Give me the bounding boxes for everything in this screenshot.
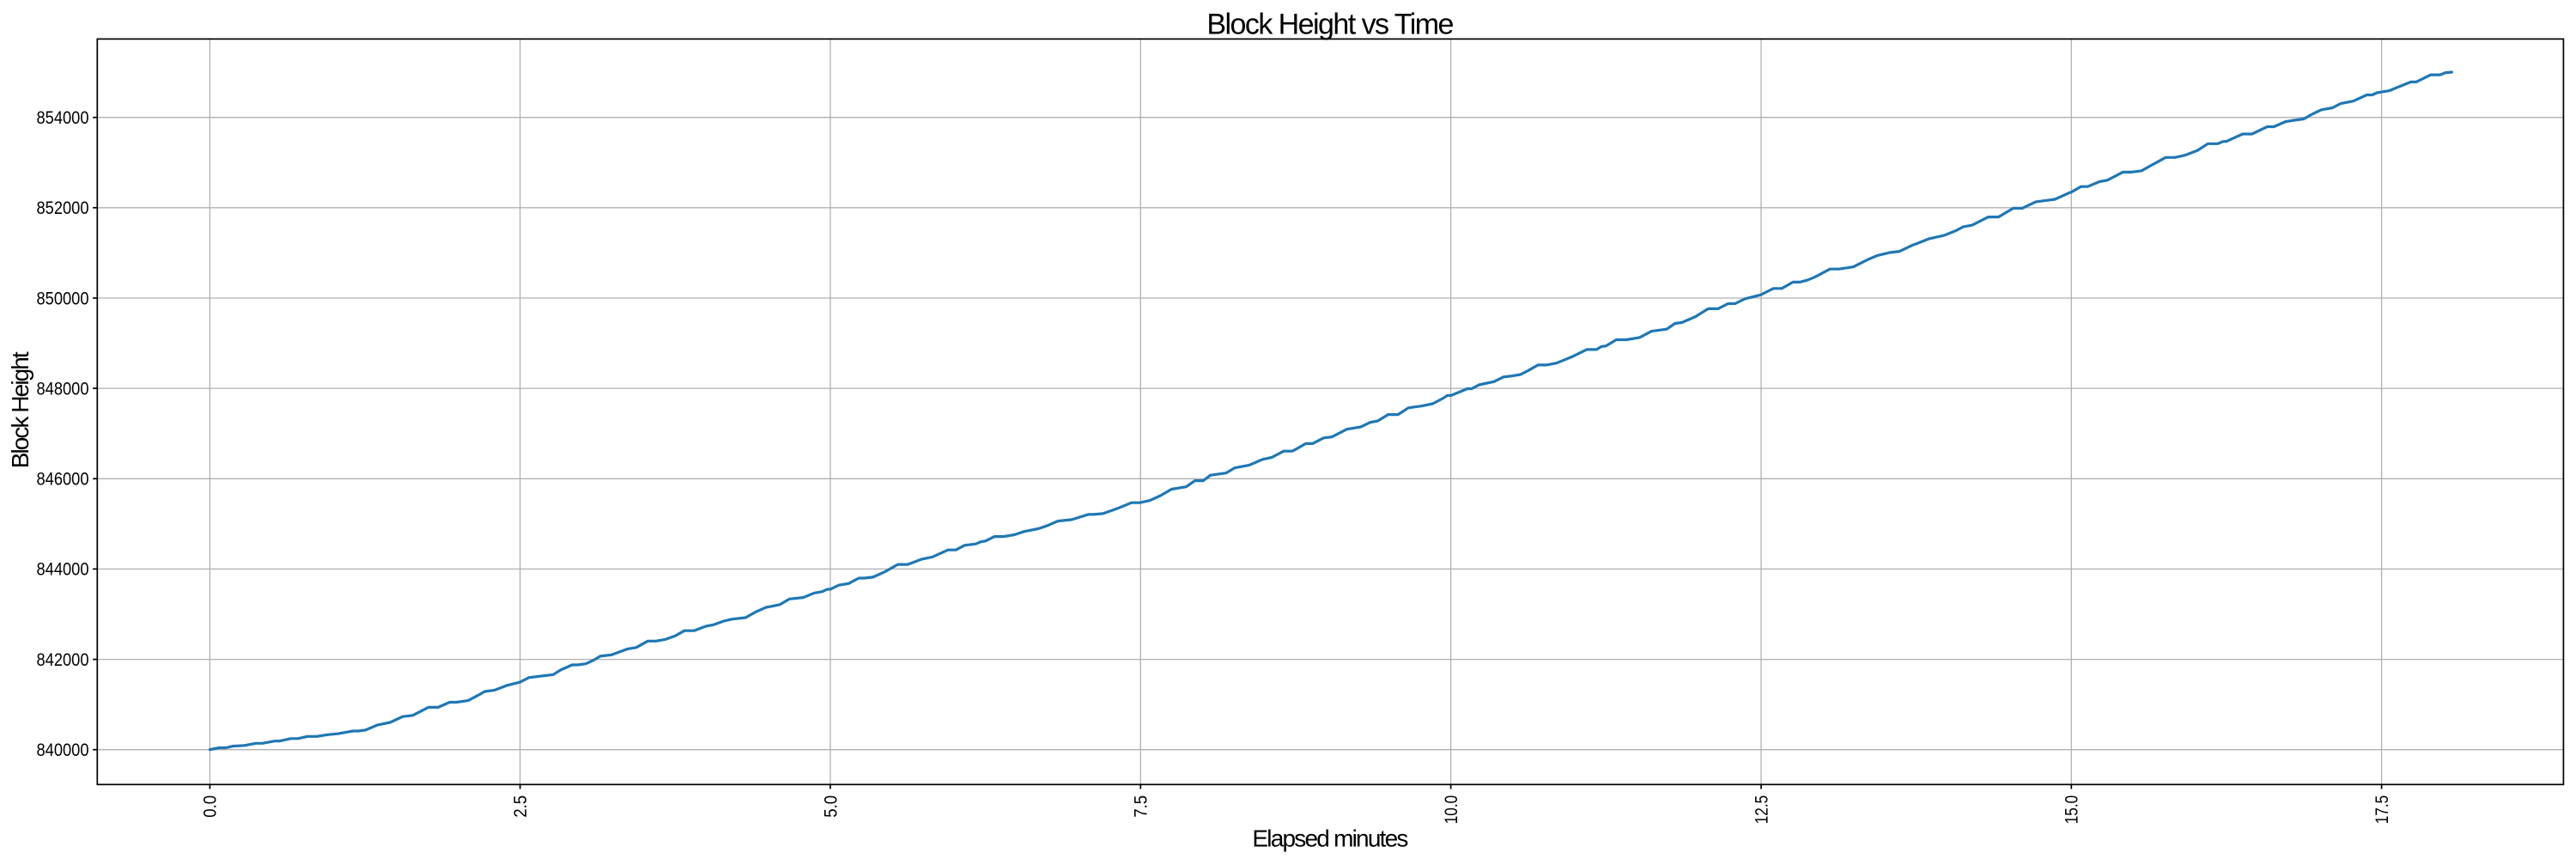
svg-text:852000: 852000: [37, 198, 89, 218]
svg-text:848000: 848000: [37, 379, 89, 399]
svg-text:850000: 850000: [37, 289, 89, 308]
svg-text:10.0: 10.0: [1442, 795, 1461, 825]
svg-text:0.0: 0.0: [201, 795, 221, 818]
svg-text:846000: 846000: [37, 470, 89, 490]
svg-text:844000: 844000: [37, 560, 89, 580]
svg-text:854000: 854000: [37, 108, 89, 128]
svg-text:Elapsed minutes: Elapsed minutes: [1252, 825, 1408, 851]
svg-text:5.0: 5.0: [821, 795, 841, 818]
svg-text:842000: 842000: [37, 650, 89, 670]
svg-text:Block Height: Block Height: [7, 351, 33, 468]
svg-text:12.5: 12.5: [1752, 795, 1771, 825]
svg-text:17.5: 17.5: [2372, 795, 2392, 825]
svg-text:Block Height vs Time: Block Height vs Time: [1206, 8, 1454, 40]
svg-text:2.5: 2.5: [511, 795, 531, 818]
svg-text:840000: 840000: [37, 740, 89, 760]
svg-text:15.0: 15.0: [2063, 795, 2082, 825]
svg-text:7.5: 7.5: [1132, 795, 1151, 818]
